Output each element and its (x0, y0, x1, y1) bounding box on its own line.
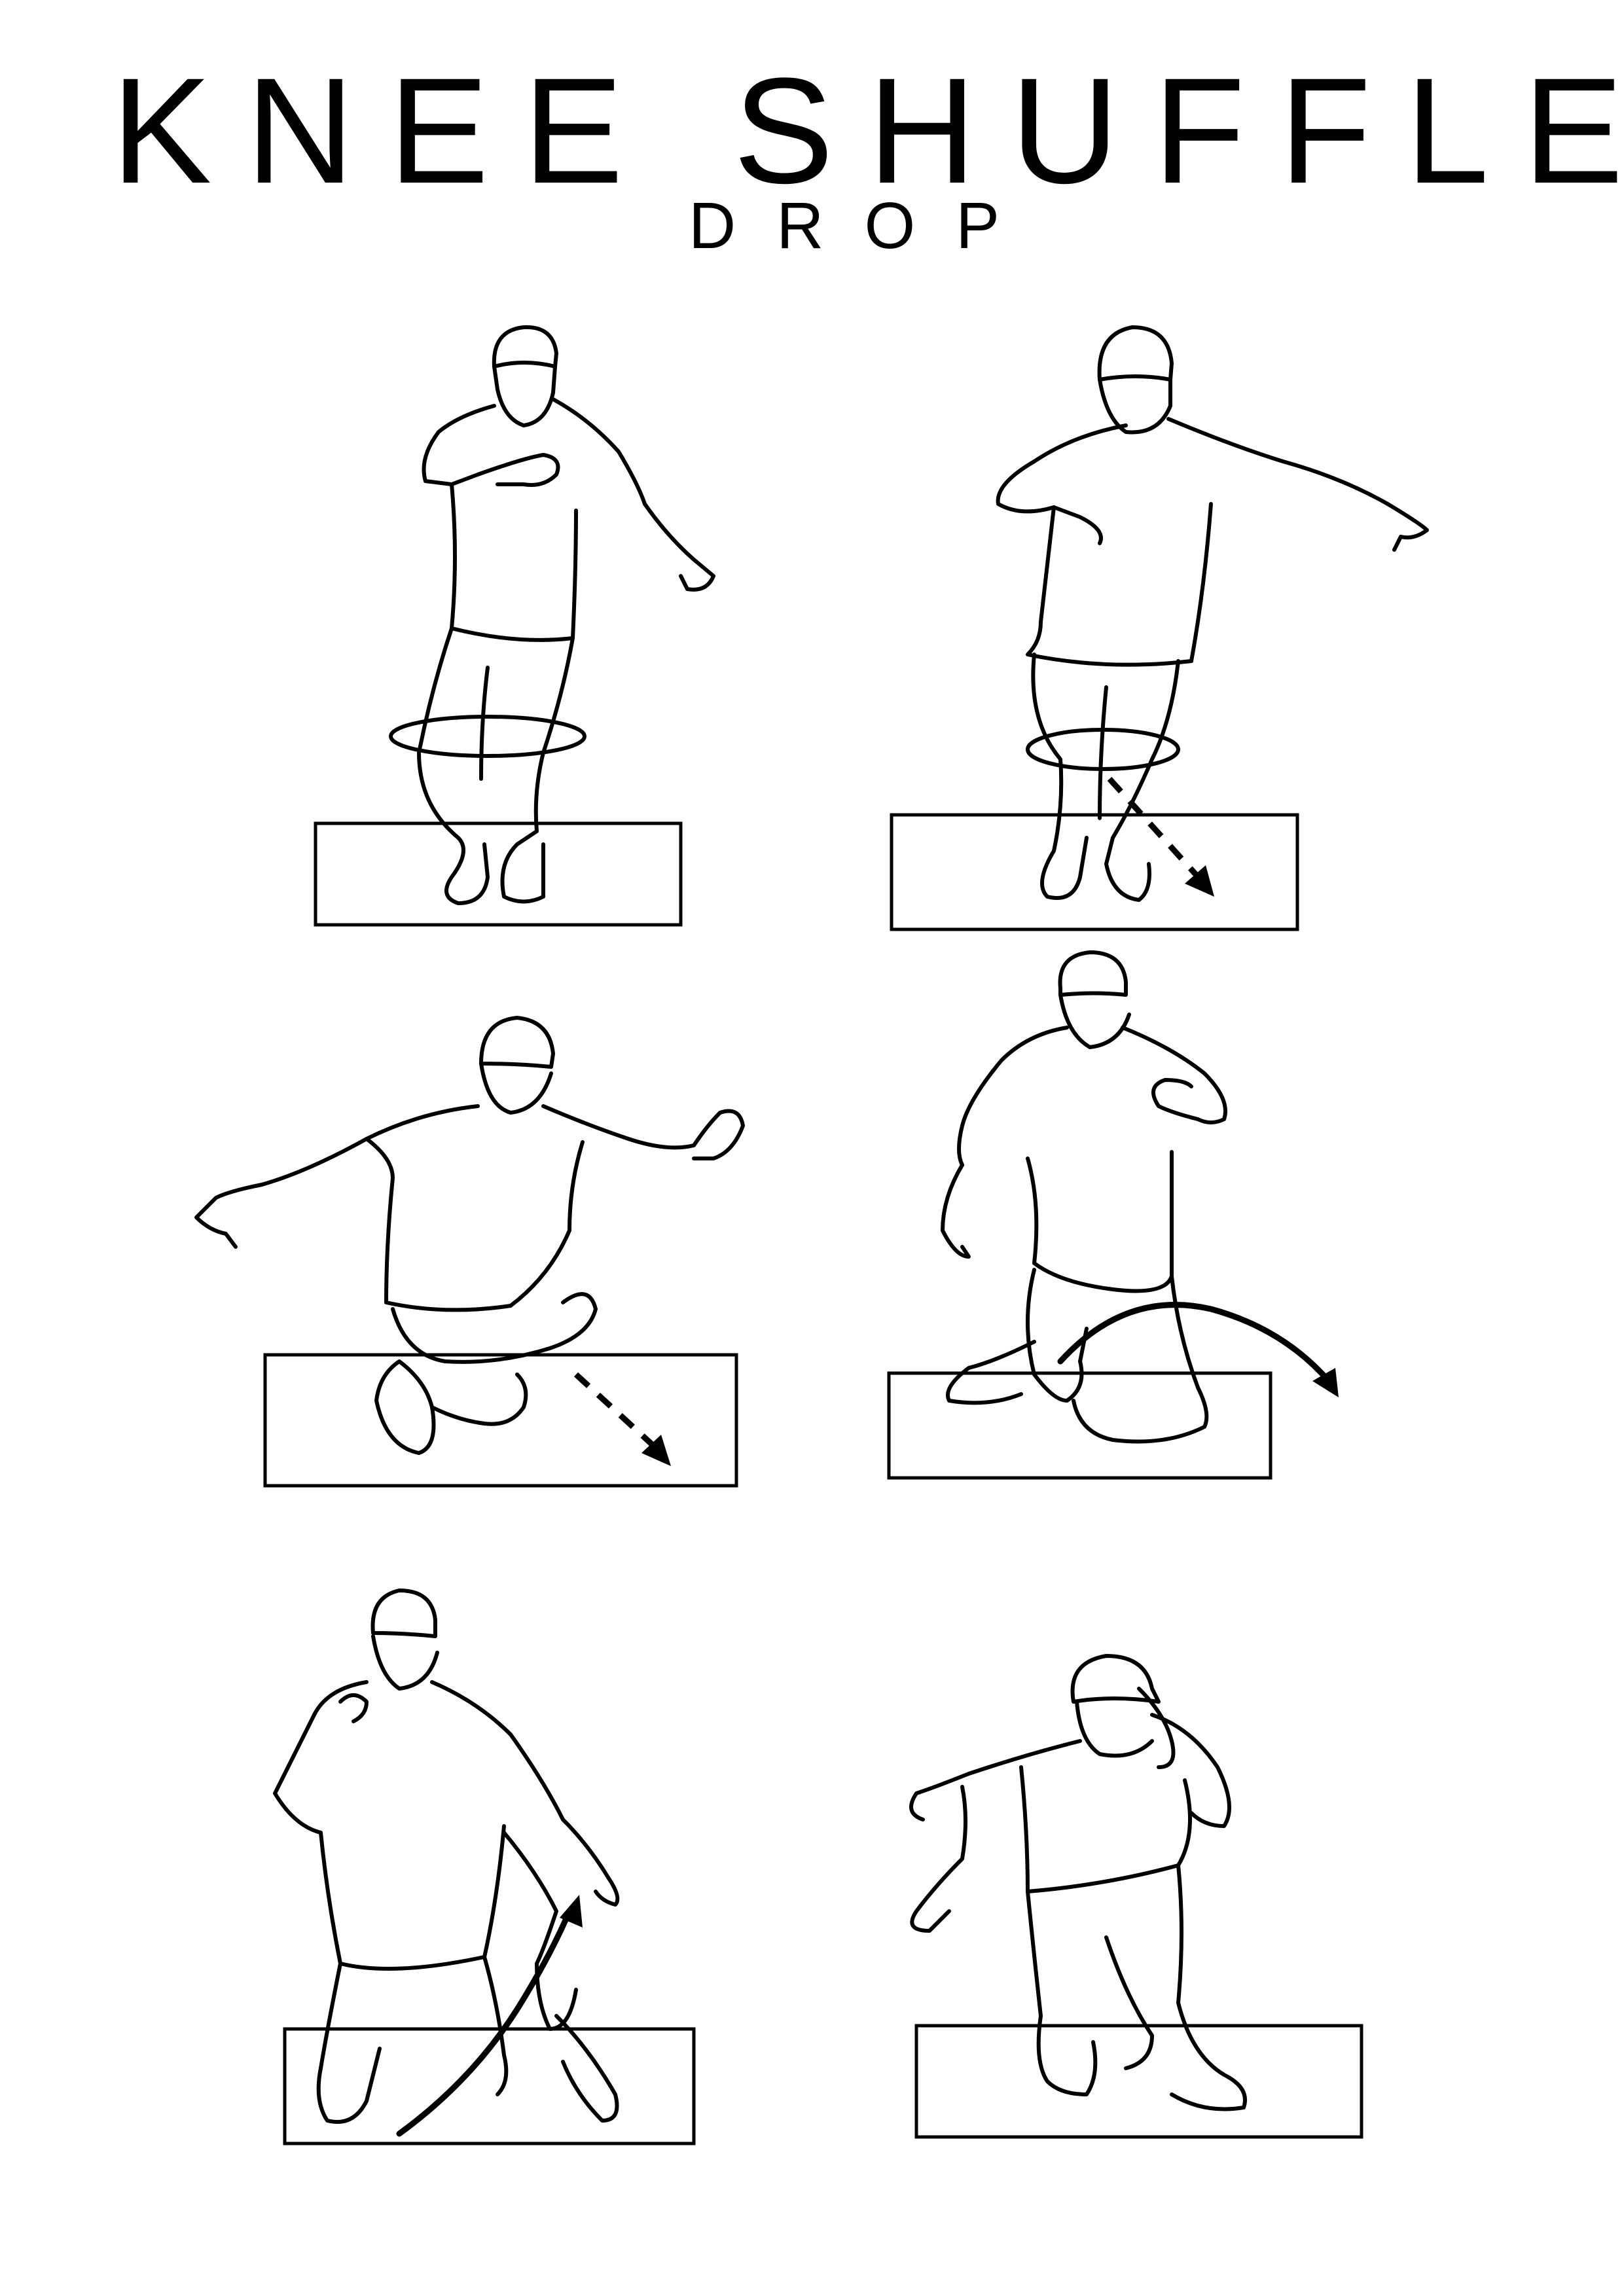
step-6-floor (914, 2024, 1363, 2139)
step-3-floor (263, 1353, 738, 1488)
step-5-panel (273, 1588, 696, 2145)
step-2-dancer (996, 325, 1429, 902)
step-4-panel (887, 950, 1339, 1480)
step-1-panel (314, 325, 715, 927)
page-title: KNEE SHUFFLE (111, 46, 1624, 215)
step-2-panel (890, 325, 1429, 931)
step-1-floor (314, 821, 683, 927)
step-5-dancer (273, 1588, 620, 2137)
step-6-panel (909, 1654, 1363, 2139)
step-5-floor (283, 2027, 696, 2145)
step-3-panel (194, 1016, 745, 1488)
step-2-floor (890, 813, 1299, 931)
step-3-dancer (194, 1016, 745, 1466)
step-4-dancer (941, 950, 1339, 1444)
page-subtitle: DROP (689, 189, 1040, 262)
step-6-dancer (909, 1654, 1247, 2111)
step-1-dancer (389, 325, 715, 905)
